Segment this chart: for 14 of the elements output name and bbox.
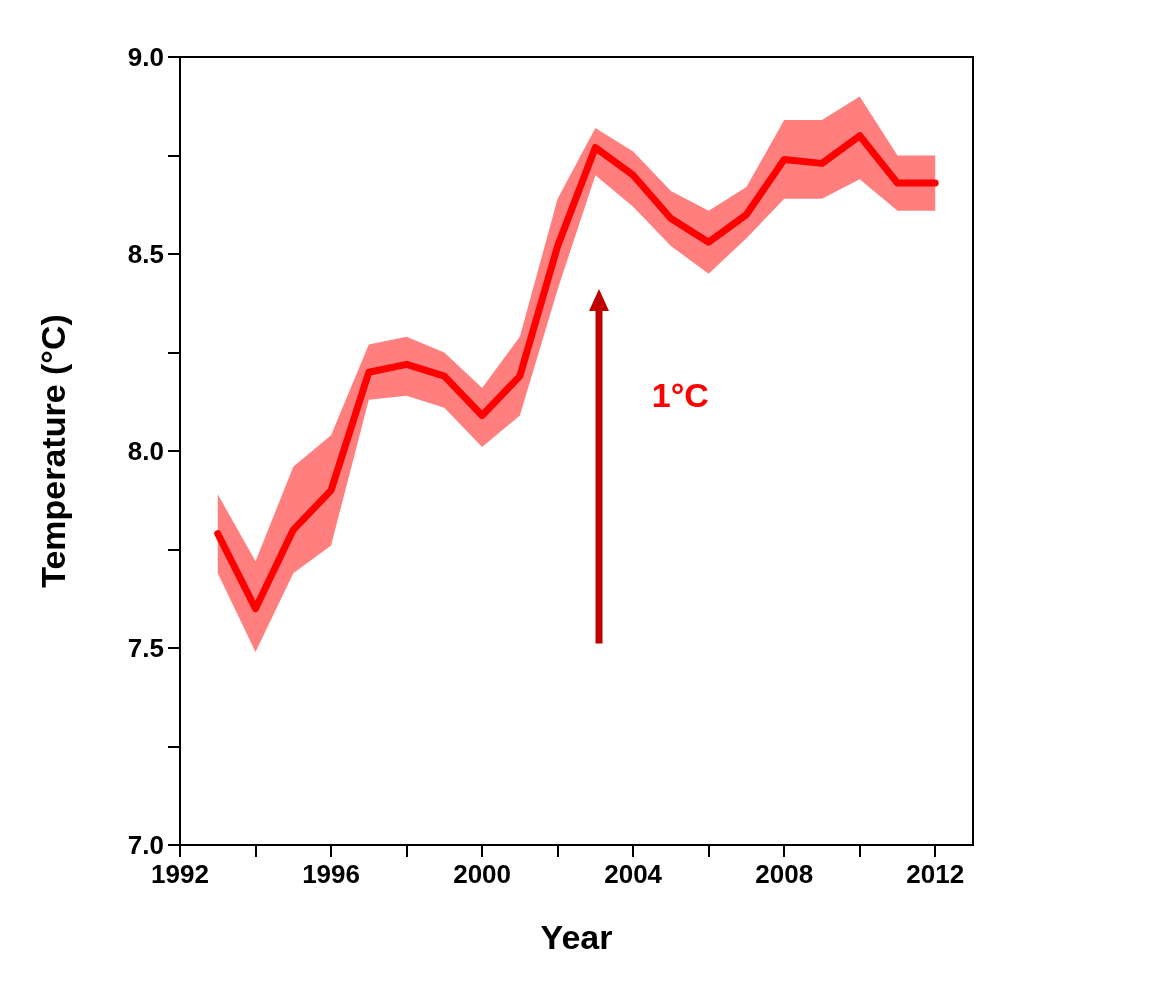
x-axis-title: Year <box>540 918 613 956</box>
y-tick-label: 9.0 <box>127 42 164 72</box>
x-tick-label: 2004 <box>604 859 663 889</box>
y-tick-label: 7.5 <box>127 633 164 663</box>
annotation: 1°C <box>651 376 709 416</box>
x-tick-label: 2008 <box>755 859 814 889</box>
y-tick-label: 8.0 <box>127 436 164 466</box>
x-tick-label: 1996 <box>302 859 360 889</box>
y-tick-label: 7.0 <box>127 830 164 860</box>
y-tick-label: 8.5 <box>127 239 164 269</box>
x-tick-label: 1992 <box>151 859 209 889</box>
x-tick-label: 2012 <box>906 859 965 889</box>
y-axis-title: Temperature (°C) <box>34 314 72 588</box>
x-tick-label: 2000 <box>453 859 512 889</box>
